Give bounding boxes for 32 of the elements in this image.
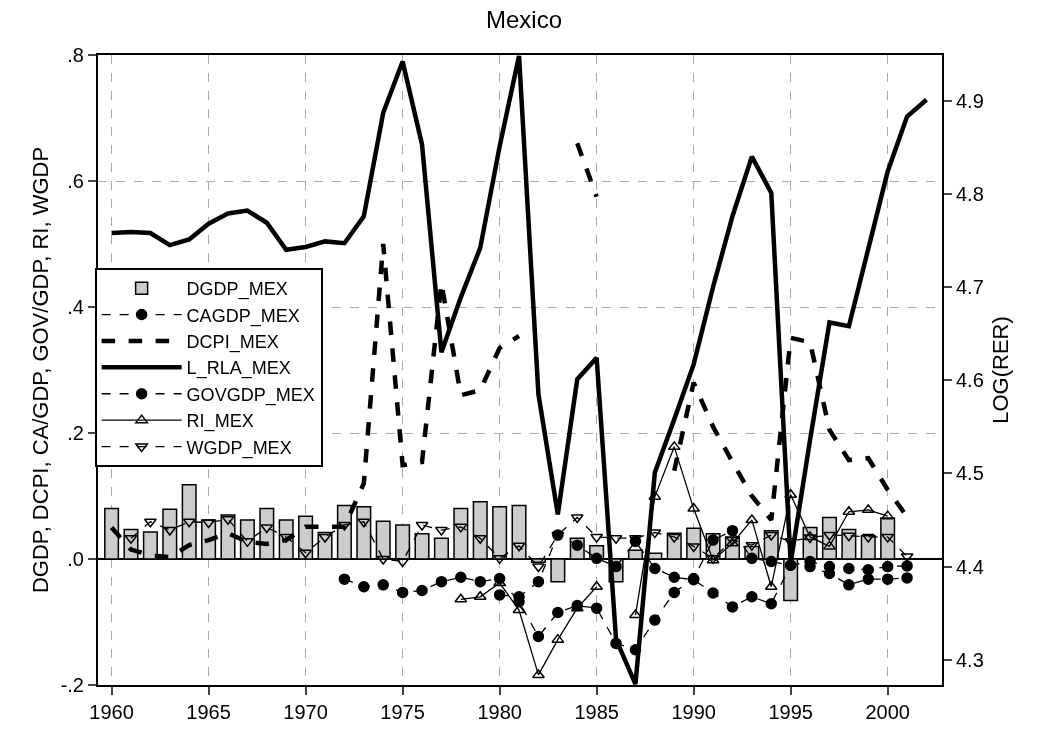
legend-label: DCPI_MEX	[186, 331, 279, 353]
y-tick-label: .2	[67, 422, 84, 444]
x-tick-label: 1980	[477, 701, 522, 723]
y-tick-label: .6	[67, 170, 84, 192]
y2-tick-label: 4.5	[956, 462, 984, 485]
legend-label: WGDP_MEX	[186, 437, 292, 459]
y2-axis-title: LOG(RER)	[988, 316, 1014, 424]
legend-label: GOVGDP_MEX	[186, 384, 315, 406]
legend-label: L_RLA_MEX	[186, 358, 291, 380]
y2-tick-label: 4.9	[956, 89, 984, 112]
x-tick-label: 1960	[89, 701, 134, 723]
legend-label: CAGDP_MEX	[186, 305, 300, 327]
y2-tick-label: 4.3	[956, 648, 984, 671]
y2-tick-label: 4.8	[956, 182, 984, 205]
chart-title: Mexico	[485, 5, 563, 33]
x-tick-label: 1990	[671, 701, 716, 723]
y-tick-label: .0	[67, 548, 84, 570]
y2-tick-label: 4.7	[956, 276, 984, 299]
y-tick-label: .8	[67, 44, 84, 66]
y2-tick-label: 4.4	[956, 555, 984, 578]
y2-tick-label: 4.6	[956, 369, 984, 392]
y-axis-title: DGDP, DCPI, CA/GDP, GOV/GDP, RI, WGDP	[27, 146, 53, 594]
legend-label: RI_MEX	[186, 411, 254, 433]
x-tick-label: 1985	[574, 701, 619, 723]
x-tick-label: 1975	[380, 701, 425, 723]
x-tick-label: 1970	[283, 701, 328, 723]
legend-label: DGDP_MEX	[186, 279, 288, 301]
x-tick-label: 2000	[865, 701, 910, 723]
x-tick-label: 1995	[768, 701, 813, 723]
x-tick-label: 1965	[186, 701, 231, 723]
y-tick-label: -.2	[60, 674, 84, 696]
y-tick-label: .4	[67, 296, 84, 318]
